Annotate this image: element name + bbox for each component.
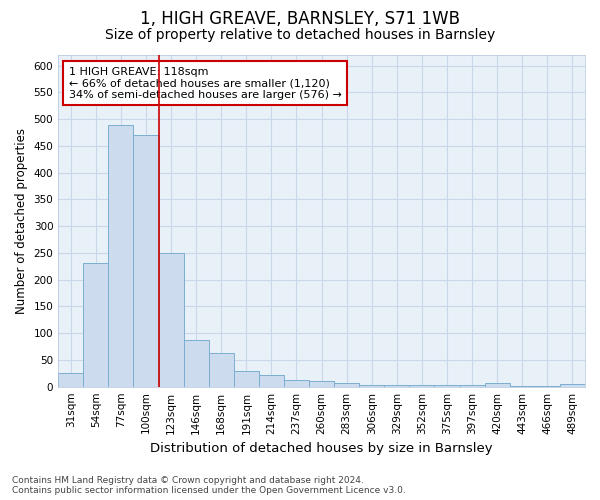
Bar [109,124,133,386]
Text: Contains HM Land Registry data © Crown copyright and database right 2024.
Contai: Contains HM Land Registry data © Crown c… [12,476,406,495]
Bar [560,384,585,386]
Bar [409,385,434,386]
Bar [259,375,284,386]
Text: 1, HIGH GREAVE, BARNSLEY, S71 1WB: 1, HIGH GREAVE, BARNSLEY, S71 1WB [140,10,460,28]
Bar [284,380,309,386]
Bar [460,385,485,386]
Bar [485,384,510,386]
Bar [184,340,209,386]
Bar [234,370,259,386]
Text: Size of property relative to detached houses in Barnsley: Size of property relative to detached ho… [105,28,495,42]
X-axis label: Distribution of detached houses by size in Barnsley: Distribution of detached houses by size … [150,442,493,455]
Bar [385,385,409,386]
Bar [58,374,83,386]
Bar [434,385,460,386]
Text: 1 HIGH GREAVE: 118sqm
← 66% of detached houses are smaller (1,120)
34% of semi-d: 1 HIGH GREAVE: 118sqm ← 66% of detached … [69,66,341,100]
Bar [158,253,184,386]
Bar [359,384,385,386]
Bar [133,135,158,386]
Bar [309,381,334,386]
Y-axis label: Number of detached properties: Number of detached properties [15,128,28,314]
Bar [83,262,109,386]
Bar [334,383,359,386]
Bar [209,353,234,386]
